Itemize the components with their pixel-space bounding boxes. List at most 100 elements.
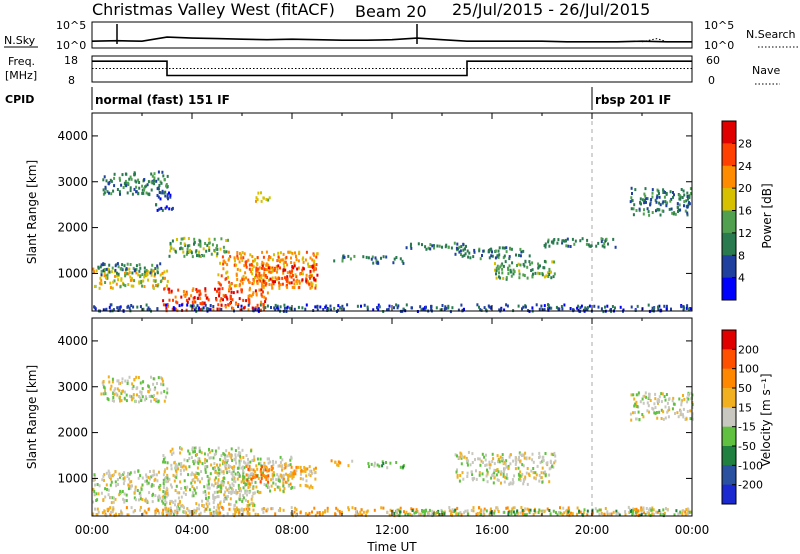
power-cell — [512, 272, 515, 276]
velocity-cell — [95, 499, 98, 502]
velocity-cell — [257, 462, 260, 466]
power-cell — [630, 186, 633, 190]
velocity-cell — [236, 491, 239, 494]
power-cell — [313, 265, 316, 269]
power-cell — [219, 247, 222, 251]
power-cell — [433, 246, 435, 250]
power-cell — [112, 308, 115, 312]
velocity-xlabel: Time UT — [366, 540, 417, 554]
power-cell — [212, 305, 215, 308]
power-cell — [152, 284, 155, 288]
power-cell — [508, 257, 511, 261]
power-cell — [105, 307, 108, 311]
power-cell — [405, 303, 408, 307]
velocity-cell — [514, 462, 517, 466]
power-cell — [614, 245, 617, 249]
velocity-cell — [206, 459, 208, 463]
velocity-cell — [186, 507, 189, 511]
velocity-cell — [114, 480, 117, 484]
power-cell — [672, 212, 675, 216]
velocity-cell — [122, 497, 125, 501]
velocity-cell — [187, 449, 190, 453]
power-cell — [683, 200, 686, 204]
velocity-cell — [334, 512, 337, 516]
power-colorbar-swatch — [722, 165, 736, 189]
velocity-cell — [603, 512, 606, 516]
power-cell — [686, 195, 689, 198]
velocity-cell — [671, 399, 674, 403]
power-cell — [644, 194, 647, 198]
power-cell — [132, 305, 135, 309]
velocity-cell — [274, 482, 277, 486]
velocity-cell — [470, 508, 473, 512]
power-cell — [286, 271, 289, 275]
velocity-cell — [193, 508, 196, 512]
velocity-cell — [232, 484, 235, 488]
velocity-cell — [161, 499, 164, 503]
velocity-cell — [164, 493, 167, 497]
velocity-cell — [104, 495, 107, 499]
velocity-cell — [209, 472, 212, 476]
power-cell — [98, 281, 101, 285]
velocity-cell — [213, 478, 216, 482]
power-cell — [226, 297, 229, 301]
power-cell — [309, 265, 312, 269]
velocity-cell — [179, 469, 182, 472]
velocity-cell — [204, 457, 207, 461]
power-cell — [279, 283, 282, 287]
velocity-cell — [246, 511, 249, 515]
power-cell — [98, 286, 101, 290]
velocity-cell — [125, 506, 128, 510]
power-cell — [106, 273, 109, 277]
power-cell — [586, 308, 589, 312]
velocity-cell — [102, 383, 105, 386]
velocity-cell — [251, 504, 254, 508]
velocity-cell — [139, 494, 142, 498]
power-cell — [283, 265, 286, 269]
velocity-cell — [485, 463, 488, 467]
power-cell — [139, 266, 142, 270]
velocity-cell — [521, 508, 524, 512]
velocity-cell — [642, 415, 645, 419]
power-cell — [491, 254, 494, 258]
power-cell — [229, 297, 232, 301]
power-cell — [289, 250, 292, 254]
power-cell — [425, 247, 428, 251]
velocity-cell — [299, 511, 302, 515]
power-cell — [119, 305, 122, 309]
power-cell — [252, 291, 255, 295]
velocity-cell — [179, 447, 182, 450]
velocity-colorbar-swatch — [722, 349, 736, 370]
velocity-cell — [526, 482, 529, 486]
power-cell — [281, 258, 284, 262]
power-cell — [577, 308, 580, 312]
velocity-cell — [156, 509, 159, 513]
velocity-cell — [509, 462, 512, 466]
power-cell — [274, 308, 277, 312]
velocity-cell — [361, 513, 363, 517]
power-cell — [497, 255, 500, 259]
power-cell — [305, 273, 308, 277]
power-cell — [187, 237, 190, 240]
power-cell — [494, 256, 497, 260]
velocity-cell — [115, 392, 118, 396]
velocity-cell — [465, 458, 468, 462]
power-cell — [124, 284, 127, 288]
velocity-cell — [256, 467, 259, 471]
velocity-cell — [438, 513, 441, 516]
velocity-cell — [687, 509, 690, 513]
power-cell — [203, 301, 206, 305]
velocity-cell — [405, 510, 408, 514]
power-cell — [647, 303, 650, 307]
power-cell — [686, 191, 689, 195]
power-cell — [138, 280, 141, 284]
velocity-cell — [538, 451, 541, 455]
power-cell — [113, 172, 116, 176]
velocity-cell — [581, 513, 584, 517]
velocity-cell — [281, 468, 284, 472]
velocity-cell — [114, 497, 117, 501]
velocity-cell — [665, 393, 668, 396]
power-cell — [509, 268, 512, 272]
power-cell — [535, 303, 538, 307]
velocity-cell — [231, 473, 234, 477]
